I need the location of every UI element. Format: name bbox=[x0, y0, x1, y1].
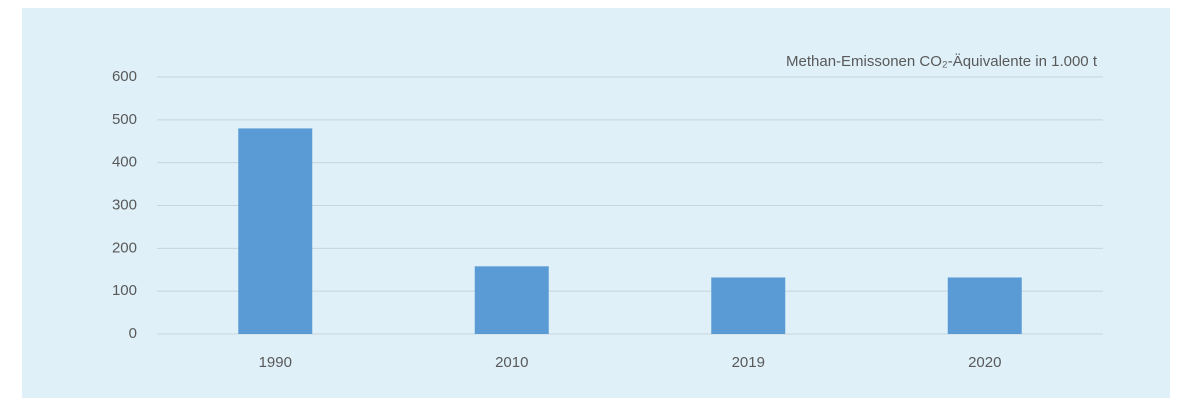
y-tick-label: 400 bbox=[112, 154, 137, 171]
y-tick-label: 500 bbox=[112, 111, 137, 128]
y-tick-label: 600 bbox=[112, 68, 137, 85]
x-tick-label: 2020 bbox=[968, 354, 1001, 371]
bar bbox=[238, 128, 313, 334]
bar bbox=[947, 277, 1022, 334]
y-tick-label: 100 bbox=[112, 282, 137, 299]
y-tick-label: 200 bbox=[112, 239, 137, 256]
x-tick-label: 1990 bbox=[259, 354, 292, 371]
y-tick-label: 0 bbox=[129, 325, 137, 342]
y-tick-label: 300 bbox=[112, 196, 137, 213]
x-tick-label: 2019 bbox=[732, 354, 765, 371]
bar bbox=[711, 277, 786, 334]
bar bbox=[474, 266, 549, 334]
x-tick-label: 2010 bbox=[495, 354, 528, 371]
chart-title: Methan-Emissonen CO₂-Äquivalente in 1.00… bbox=[786, 53, 1098, 70]
